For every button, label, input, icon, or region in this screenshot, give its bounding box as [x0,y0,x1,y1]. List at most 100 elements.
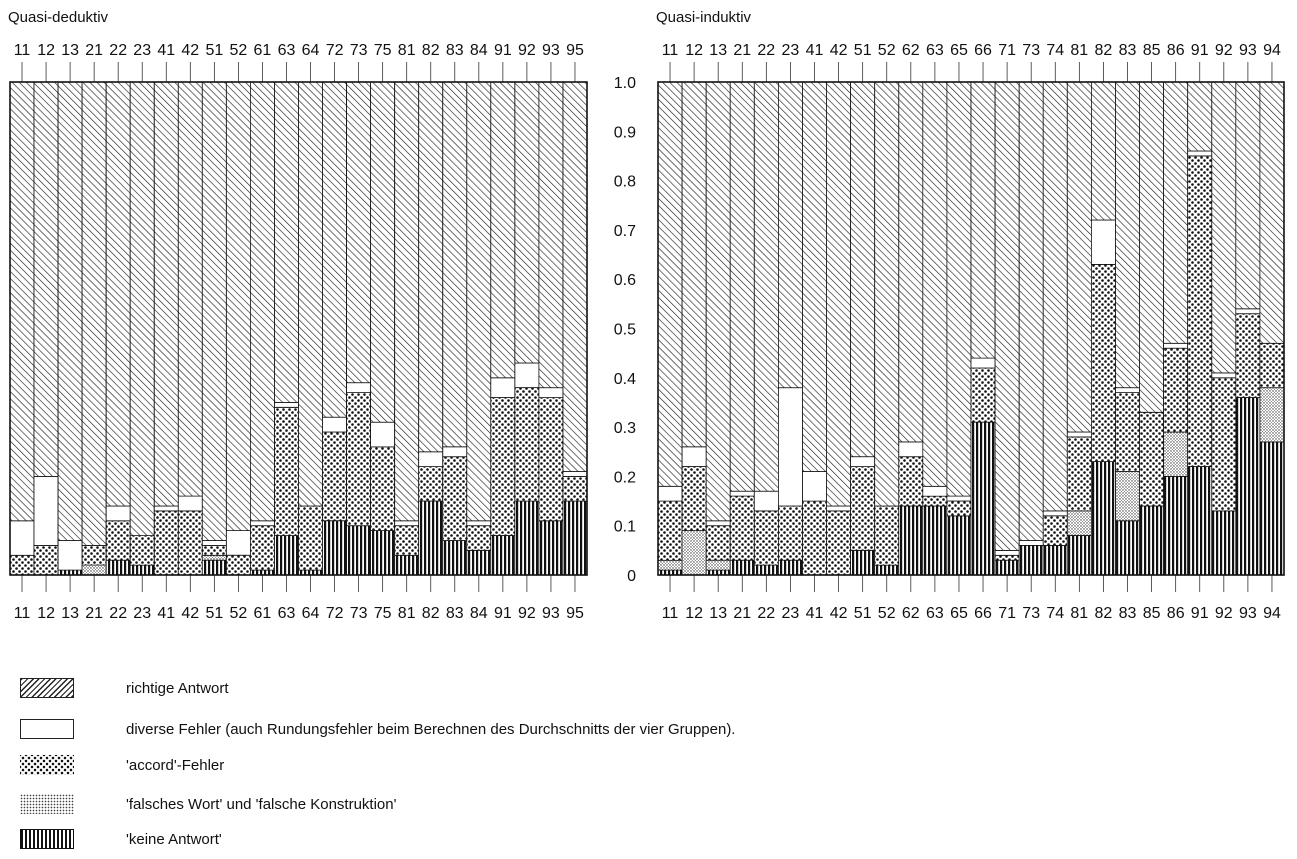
bar-segment-richtige-antwort [81,81,107,546]
legend-item-falsch: 'falsches Wort' und 'falsche Konstruktio… [20,793,396,815]
category-label: 66 [974,605,992,622]
bar-segment-keine-antwort [850,550,876,576]
bar-segment-richtige-antwort [201,81,227,541]
category-label: 71 [998,605,1016,622]
bar-segment-diverse-fehler [514,362,540,389]
category-label: 52 [230,605,248,622]
category-label: 41 [806,605,824,622]
bar-segment-accord-fehler [562,475,588,502]
bar-segment-richtige-antwort [105,81,131,507]
bar-segment-accord-fehler [753,510,779,566]
bar-segment-keine-antwort [105,559,131,576]
bar-segment-diverse-fehler [442,446,468,458]
bar-segment-richtige-antwort [874,81,900,507]
bar-segment-accord-fehler [538,397,564,522]
category-label: 85 [1143,605,1161,622]
bar-segment-richtige-antwort [802,81,828,472]
bar-segment-richtige-antwort [225,81,251,532]
chart-title-quasi-deduktiv: Quasi-deduktiv [8,9,109,26]
legend-item-diverse: diverse Fehler (auch Rundungsfehler beim… [20,718,735,740]
y-tick-label: 0.1 [614,519,636,536]
bar-segment-diverse-fehler [802,471,828,502]
category-label: 91 [1191,605,1209,622]
bar-segment-richtige-antwort [826,81,852,507]
bar-segment-diverse-fehler [1187,150,1213,157]
bar-segment-richtige-antwort [514,81,540,364]
bar-segment-keine-antwort [346,525,372,576]
category-label: 23 [133,42,151,59]
y-tick-label: 0.3 [614,420,636,437]
bar-segment-richtige-antwort [705,81,731,522]
bar-segment-richtige-antwort [298,81,323,507]
bar-segment-keine-antwort [394,554,420,576]
bar-segment-keine-antwort [1042,545,1068,576]
y-tick-label: 0.2 [614,469,636,486]
bar-segment-keine-antwort [994,559,1020,576]
bar-segment-accord-fehler [201,545,227,556]
chart-title-quasi-induktiv: Quasi-induktiv [656,9,752,26]
category-label: 12 [685,605,703,622]
category-label: 83 [1119,605,1137,622]
bar-segment-diverse-fehler [657,485,683,502]
bar-segment-accord-fehler [298,505,323,571]
bar-segment-keine-antwort [1163,475,1189,576]
bar-segment-keine-antwort [538,520,564,576]
bar-segment-accord-fehler [657,500,683,561]
bar-segment-diverse-fehler [33,475,59,546]
bar-segment-richtige-antwort [778,81,803,389]
category-label: 51 [206,605,224,622]
bar-segment-accord-fehler [177,510,203,576]
category-label: 41 [157,605,175,622]
bar-segment-accord-fehler [225,554,251,576]
legend-swatch-accord [20,755,74,775]
bar-segment-richtige-antwort [9,81,35,522]
category-label: 52 [878,42,896,59]
bar-segment-accord-fehler [129,535,155,566]
category-label: 12 [685,42,703,59]
bar-segment-richtige-antwort [922,81,948,487]
legend-label-accord: 'accord'-Fehler [126,756,225,774]
bar-segment-accord-fehler [946,500,972,517]
bar-segment-accord-fehler [394,525,420,556]
bar-segment-richtige-antwort [1091,81,1116,221]
category-label: 83 [1119,42,1137,59]
bar-segment-diverse-fehler [394,520,420,527]
bar-segment-keine-antwort [201,559,227,576]
bar-segment-accord-fehler [105,520,131,561]
bar-segment-diverse-fehler [562,471,588,477]
bar-segment-richtige-antwort [898,81,924,443]
category-label: 13 [61,42,79,59]
bar-segment-richtige-antwort [442,81,468,448]
category-label: 21 [85,42,103,59]
bar-segment-accord-fehler [33,545,59,576]
bar-segment-keine-antwort [1018,545,1044,576]
bar-segment-diverse-fehler [729,490,755,497]
bar-segment-richtige-antwort [538,81,564,389]
category-label: 52 [230,42,248,59]
bar-segment-richtige-antwort [850,81,876,458]
bar-segment-accord-fehler [970,367,996,423]
category-label: 82 [1095,42,1113,59]
category-label: 82 [1095,605,1113,622]
category-label: 93 [1239,42,1257,59]
category-label: 42 [181,42,199,59]
legend-label-falsch: 'falsches Wort' und 'falsche Konstruktio… [126,795,397,813]
category-label: 23 [782,42,800,59]
bar-segment-diverse-fehler [850,456,876,468]
bar-segment-richtige-antwort [994,81,1020,551]
category-label: 93 [542,605,560,622]
bar-segment-richtige-antwort [490,81,516,379]
category-label: 81 [1070,42,1088,59]
bar-segment-richtige-antwort [681,81,707,448]
category-label: 41 [157,42,175,59]
bar-segment-richtige-antwort [249,81,275,522]
bar-segment-accord-fehler [802,500,828,576]
bar-segment-falsches-wort [201,554,227,561]
category-label: 22 [757,605,775,622]
bar-segment-accord-fehler [1115,392,1141,472]
bar-segment-accord-fehler [898,456,924,507]
bar-segment-diverse-fehler [57,540,83,571]
bar-segment-diverse-fehler [681,446,707,467]
bar-segment-diverse-fehler [105,505,131,522]
bar-segment-diverse-fehler [826,505,852,512]
